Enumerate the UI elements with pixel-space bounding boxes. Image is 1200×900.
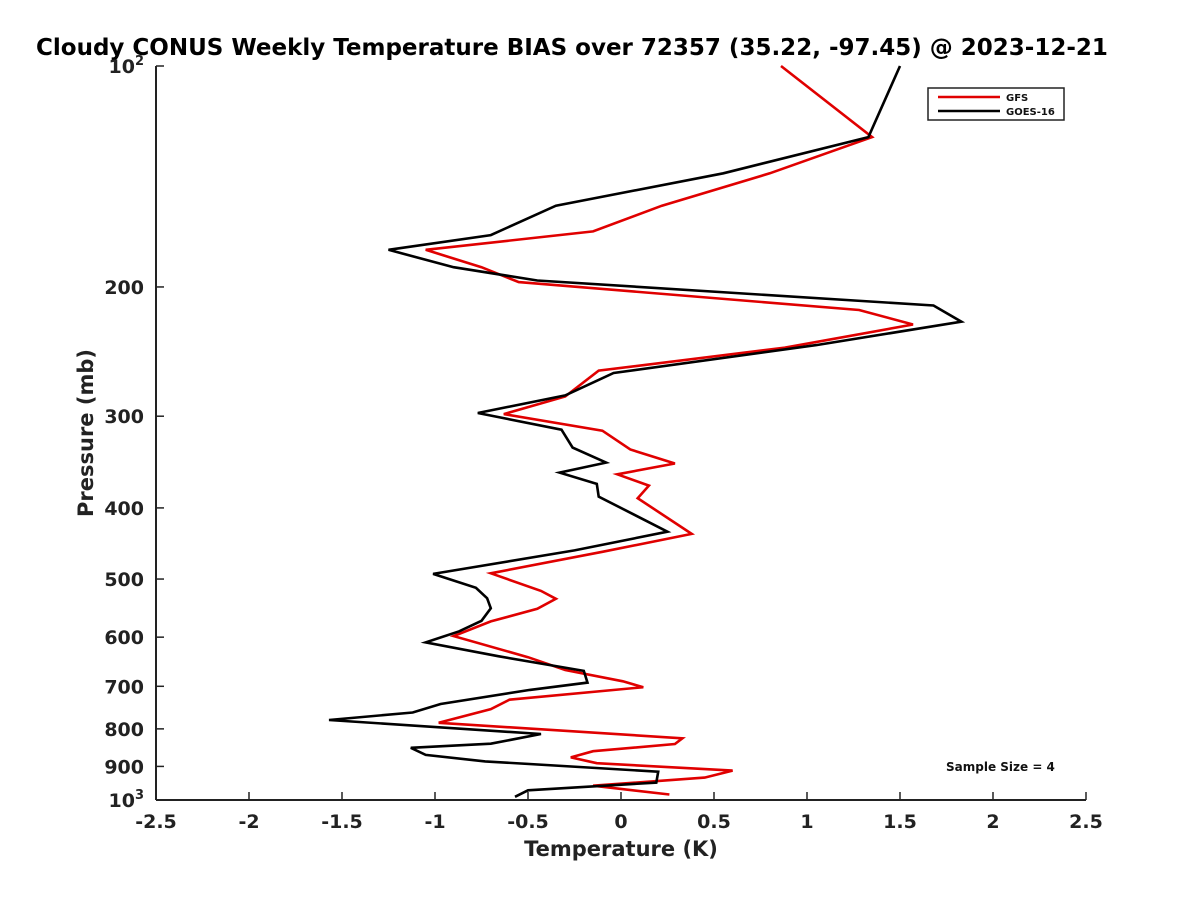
y-tick-label: 800: [104, 719, 144, 741]
y-tick-label: 900: [104, 756, 144, 778]
y-tick-label: 400: [104, 498, 144, 520]
x-tick-label: 1: [800, 811, 813, 833]
x-tick-label: -2.5: [135, 811, 177, 833]
sample-size-annotation: Sample Size = 4: [946, 760, 1055, 774]
series-layer: [328, 64, 966, 798]
y-tick-label: 700: [104, 676, 144, 698]
legend-box: [927, 87, 1065, 121]
y-tick-label: 300: [104, 406, 144, 428]
series-line-gfs: [425, 64, 914, 796]
x-tick-label: -1: [424, 811, 445, 833]
x-tick-label: 0: [614, 811, 627, 833]
legend-label-gfs: GFS: [1006, 93, 1028, 104]
x-ticks: -2.5 -2 -1.5 -1 -0.5 0 0.5 1 1.5 2 2.5: [135, 792, 1103, 833]
x-tick-label: -1.5: [321, 811, 363, 833]
legend-label-goes16: GOES-16: [1006, 107, 1055, 118]
x-tick-label: 0.5: [697, 811, 731, 833]
x-tick-label: 2.5: [1069, 811, 1103, 833]
series-line-goes16: [328, 65, 966, 798]
legend: GFS GOES-16: [927, 87, 1065, 121]
chart-title: Cloudy CONUS Weekly Temperature BIAS ove…: [36, 35, 1108, 61]
y-tick-label: 200: [104, 277, 144, 299]
x-tick-label: -2: [238, 811, 259, 833]
x-tick-label: 2: [986, 811, 999, 833]
y-tick-label: 500: [104, 569, 144, 591]
y-tick-label: 102: [109, 54, 145, 78]
y-ticks: 102 200 300 400 500 600 700 800 900 103: [104, 54, 164, 812]
x-tick-label: -0.5: [507, 811, 549, 833]
y-tick-label: 103: [109, 788, 145, 812]
x-axis-label: Temperature (K): [524, 837, 718, 861]
x-tick-label: 1.5: [883, 811, 917, 833]
y-axis-label: Pressure (mb): [74, 349, 98, 517]
y-tick-label: 600: [104, 627, 144, 649]
